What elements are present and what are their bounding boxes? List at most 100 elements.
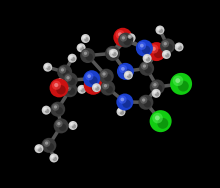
Circle shape [102, 72, 106, 76]
Circle shape [64, 84, 72, 91]
Circle shape [95, 86, 100, 91]
Circle shape [119, 109, 121, 111]
Circle shape [154, 91, 156, 93]
Circle shape [117, 63, 134, 80]
Circle shape [152, 89, 161, 98]
Circle shape [81, 34, 90, 43]
Circle shape [50, 78, 69, 97]
Circle shape [68, 78, 75, 85]
Circle shape [70, 122, 74, 126]
Circle shape [144, 55, 148, 59]
Circle shape [162, 40, 169, 47]
Circle shape [125, 72, 129, 76]
Circle shape [70, 56, 72, 58]
Circle shape [140, 44, 144, 48]
Circle shape [150, 110, 172, 132]
Circle shape [149, 44, 158, 54]
Circle shape [156, 26, 165, 35]
Circle shape [84, 52, 87, 55]
Circle shape [117, 107, 126, 116]
Circle shape [120, 110, 124, 115]
Circle shape [152, 81, 159, 88]
Circle shape [44, 108, 46, 110]
Circle shape [118, 96, 126, 104]
Circle shape [62, 70, 70, 77]
Circle shape [119, 65, 127, 73]
Circle shape [59, 124, 66, 131]
Circle shape [81, 88, 85, 92]
Circle shape [50, 102, 65, 117]
Circle shape [78, 44, 82, 49]
Circle shape [144, 100, 151, 108]
Circle shape [92, 83, 101, 92]
Circle shape [136, 40, 153, 57]
Circle shape [46, 66, 51, 70]
Circle shape [116, 30, 125, 39]
Circle shape [178, 46, 182, 50]
Circle shape [154, 49, 163, 58]
Circle shape [129, 36, 131, 38]
Circle shape [93, 84, 97, 89]
Circle shape [65, 74, 72, 82]
Circle shape [54, 83, 58, 87]
Circle shape [55, 120, 63, 127]
Circle shape [141, 63, 148, 70]
Circle shape [80, 48, 95, 63]
Circle shape [163, 51, 167, 55]
Circle shape [159, 29, 163, 33]
Circle shape [101, 70, 108, 78]
Circle shape [122, 36, 125, 39]
Circle shape [157, 27, 161, 31]
Circle shape [51, 155, 55, 159]
Circle shape [105, 86, 113, 93]
Circle shape [52, 104, 59, 111]
Circle shape [118, 108, 122, 113]
Circle shape [104, 84, 107, 87]
Circle shape [78, 86, 83, 90]
Circle shape [87, 74, 91, 78]
Circle shape [41, 138, 56, 153]
Circle shape [79, 45, 81, 47]
Circle shape [63, 73, 78, 87]
Circle shape [57, 65, 72, 80]
Circle shape [112, 52, 117, 56]
Circle shape [124, 71, 133, 80]
Circle shape [143, 54, 152, 63]
Circle shape [144, 66, 152, 74]
Circle shape [43, 140, 50, 147]
Circle shape [56, 85, 66, 95]
Circle shape [113, 28, 132, 47]
Circle shape [118, 32, 122, 36]
Circle shape [83, 36, 85, 38]
Circle shape [77, 43, 86, 52]
Circle shape [54, 118, 69, 133]
Circle shape [84, 37, 89, 42]
Circle shape [45, 141, 48, 145]
Circle shape [164, 52, 166, 54]
Circle shape [120, 98, 124, 101]
Circle shape [122, 99, 131, 108]
Circle shape [143, 64, 146, 68]
Circle shape [155, 92, 159, 96]
Circle shape [35, 145, 40, 149]
Circle shape [83, 70, 100, 87]
Circle shape [160, 38, 175, 53]
Circle shape [66, 86, 69, 89]
Circle shape [140, 97, 147, 104]
Circle shape [71, 123, 73, 125]
Circle shape [45, 109, 50, 113]
Circle shape [138, 95, 153, 110]
Circle shape [55, 107, 63, 114]
Circle shape [90, 83, 100, 92]
Circle shape [165, 44, 173, 51]
Circle shape [164, 42, 167, 45]
Circle shape [165, 53, 170, 58]
Circle shape [120, 34, 130, 44]
Circle shape [118, 33, 133, 48]
Circle shape [77, 85, 86, 94]
Circle shape [152, 47, 156, 51]
Circle shape [54, 105, 57, 109]
Circle shape [120, 34, 127, 42]
Circle shape [110, 51, 118, 59]
Circle shape [89, 76, 98, 85]
